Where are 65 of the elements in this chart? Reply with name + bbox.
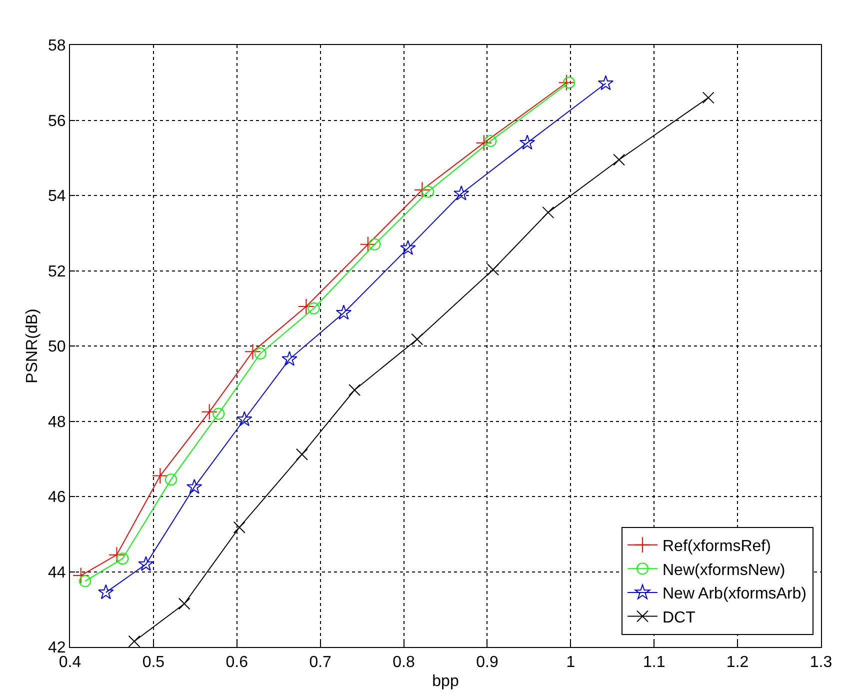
x-tick-label: 0.6 (226, 654, 248, 672)
point (152, 468, 168, 484)
y-tick-label: 50 (48, 338, 66, 356)
y-tick-label: 58 (48, 38, 66, 55)
x-tick-label: 0.4 (58, 654, 82, 672)
point (414, 182, 430, 198)
point (298, 298, 314, 315)
legend-label: New(xformsNew) (662, 562, 786, 579)
point (186, 478, 202, 494)
point (360, 236, 376, 253)
point (336, 304, 352, 320)
point (233, 521, 246, 534)
point (201, 404, 218, 420)
point (558, 74, 575, 91)
point (244, 343, 261, 360)
y-axis-title: PSNR(dB) (24, 308, 41, 384)
x-tick-label: 0.5 (142, 654, 165, 672)
x-tick-label: 1 (566, 654, 576, 672)
point (368, 238, 381, 250)
point (348, 384, 361, 396)
point (164, 474, 177, 486)
point (116, 552, 129, 565)
point (296, 448, 308, 460)
x-tick-label: 0.9 (476, 654, 498, 672)
y-tick-label: 46 (48, 489, 66, 506)
point (178, 598, 190, 610)
x-tick-label: 1.3 (810, 654, 832, 672)
point (563, 76, 575, 89)
y-tick-label: 42 (48, 640, 66, 657)
point (212, 408, 225, 420)
point (282, 350, 298, 366)
point (98, 584, 114, 600)
point (613, 154, 626, 166)
legend-label: Ref(xformsRef) (662, 538, 771, 556)
point (598, 75, 614, 90)
x-axis-title: bpp (432, 672, 459, 690)
point (128, 635, 140, 647)
point (422, 186, 434, 198)
point (400, 240, 416, 255)
point (308, 302, 320, 314)
point (411, 333, 424, 346)
point (138, 556, 154, 571)
x-tick-label: 0.7 (309, 654, 332, 672)
point (702, 92, 714, 104)
point (254, 348, 266, 360)
x-tick-label: 1.1 (642, 654, 666, 672)
legend-label: New Arb(xformsArb) (662, 586, 807, 603)
y-tick-label: 48 (48, 414, 66, 431)
point (519, 134, 536, 150)
point (476, 134, 492, 152)
point (487, 264, 500, 276)
y-tick-label: 56 (48, 112, 66, 130)
point (108, 546, 125, 564)
point (484, 134, 497, 147)
x-tick-label: 0.8 (392, 654, 415, 672)
point (236, 411, 252, 426)
point (454, 185, 470, 200)
point (79, 575, 92, 588)
legend-label: DCT (662, 610, 696, 626)
y-tick-label: 54 (48, 188, 66, 206)
point (542, 206, 554, 218)
y-tick-label: 52 (48, 263, 66, 280)
y-tick-label: 44 (48, 564, 66, 582)
point (72, 567, 90, 584)
x-tick-label: 1.2 (726, 654, 749, 672)
